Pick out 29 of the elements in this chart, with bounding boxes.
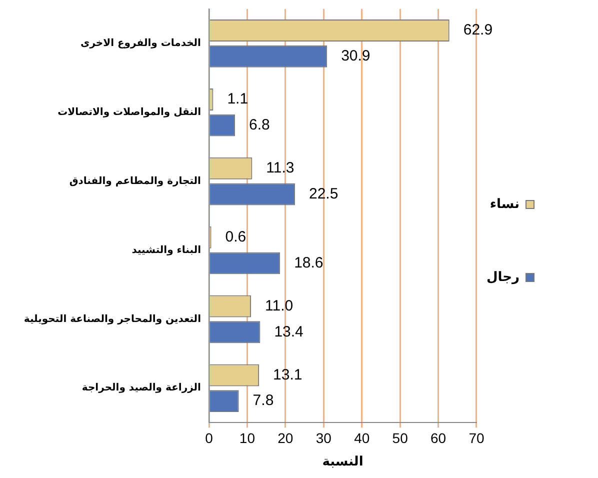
data-label: 62.9: [463, 22, 493, 39]
data-label: 0.6: [225, 228, 246, 246]
x-tick-label: 40: [354, 430, 370, 446]
y-tick-label: التجارة والمطاعم والفنادق: [69, 176, 201, 187]
y-tick-label: الزراعة والصيد والحراجة: [82, 382, 201, 394]
x-tick-label: 50: [392, 430, 408, 446]
data-label: 18.6: [294, 254, 324, 272]
x-tick-label: 60: [430, 430, 446, 446]
y-tick-label: البناء والتشييد: [132, 244, 201, 256]
y-tick-label: الخدمات والفروع الاخرى: [80, 38, 201, 50]
x-tick-label: 0: [205, 430, 214, 446]
y-tick-label: التعدين والمحاجر والصناعة التحويلية: [24, 314, 201, 325]
data-label: 11.3: [266, 160, 294, 177]
x-tick-label: 30: [316, 430, 332, 446]
data-label: 11.0: [265, 297, 294, 314]
legend-label: نساء: [490, 196, 520, 212]
data-label: 1.1: [227, 90, 248, 108]
data-label: 22.5: [308, 185, 338, 202]
x-tick-label: 70: [468, 430, 484, 446]
x-tick-label: 20: [278, 430, 294, 446]
data-label: 6.8: [248, 116, 270, 134]
legend-label: رجال: [486, 270, 520, 285]
y-tick-label: النقل والمواصلات والاتصالات: [58, 106, 201, 118]
x-tick-label: 10: [239, 430, 256, 446]
x-axis-title: النسبة: [322, 454, 364, 470]
data-label: 13.1: [273, 366, 302, 384]
data-label: 13.4: [274, 323, 304, 340]
data-label: 30.9: [341, 48, 370, 65]
data-label: 7.8: [252, 392, 274, 410]
